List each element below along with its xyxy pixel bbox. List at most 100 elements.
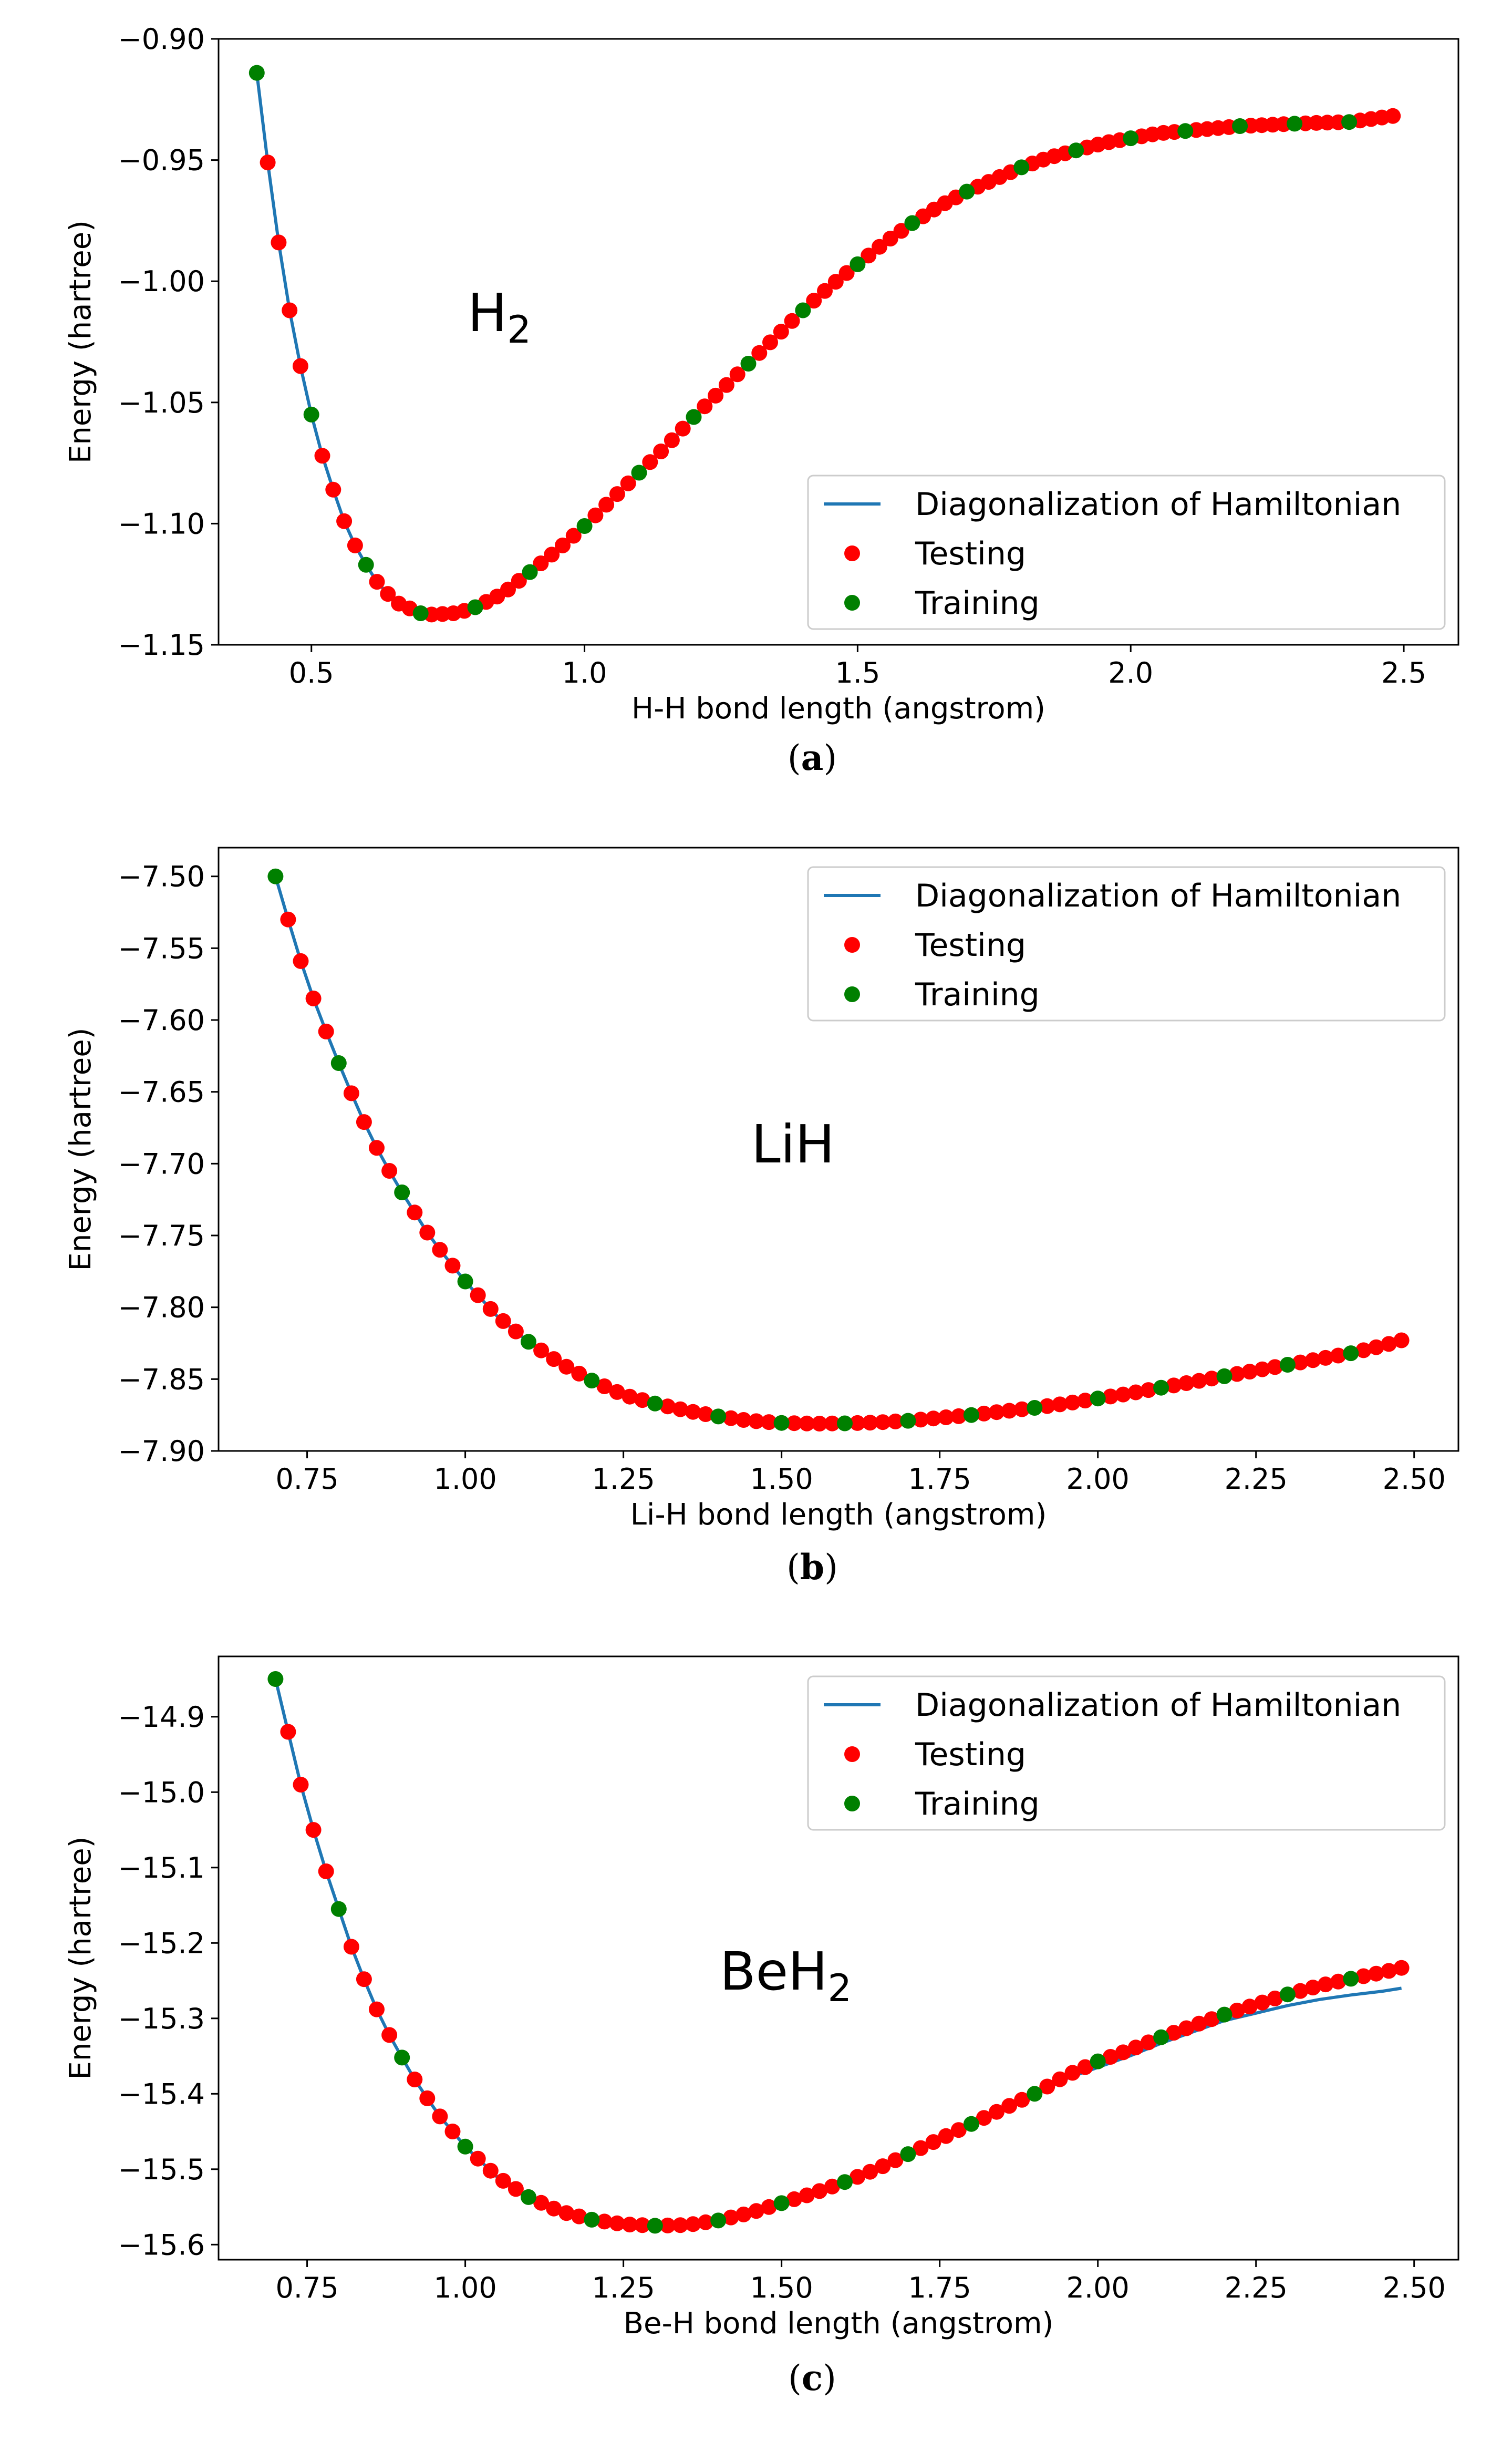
molecule-subscript: 2 bbox=[507, 307, 531, 352]
training-point bbox=[1068, 142, 1084, 159]
testing-point bbox=[913, 1412, 929, 1428]
training-point bbox=[584, 2211, 600, 2228]
testing-point bbox=[729, 366, 745, 383]
testing-point bbox=[347, 537, 363, 553]
testing-point bbox=[444, 1258, 461, 1274]
training-point bbox=[647, 1395, 663, 1412]
testing-point bbox=[1292, 1354, 1308, 1371]
legend-entry-label: Diagonalization of Hamiltonian bbox=[915, 486, 1401, 523]
training-point bbox=[773, 1415, 790, 1431]
x-tick-label: 1.75 bbox=[908, 2271, 971, 2304]
legend-box bbox=[807, 866, 1446, 1022]
x-tick-label: 0.75 bbox=[275, 1462, 338, 1496]
testing-point bbox=[838, 265, 855, 281]
testing-point bbox=[571, 2208, 587, 2224]
testing-point bbox=[1102, 2049, 1119, 2065]
y-tick-label: −7.80 bbox=[118, 1291, 205, 1324]
testing-point bbox=[1064, 1394, 1081, 1410]
testing-point bbox=[698, 1406, 714, 1422]
y-axis-label: Energy (hartree) bbox=[64, 1836, 98, 2079]
testing-point bbox=[1229, 2002, 1245, 2018]
testing-point bbox=[1318, 1350, 1334, 1366]
testing-point bbox=[1115, 2044, 1131, 2061]
y-tick-label: −15.3 bbox=[118, 2002, 205, 2035]
testing-point bbox=[872, 239, 887, 255]
testing-point bbox=[271, 234, 287, 251]
testing-point bbox=[1014, 1401, 1030, 1417]
x-axis-label: H-H bond length (angstrom) bbox=[631, 692, 1045, 726]
testing-point bbox=[1166, 2025, 1182, 2041]
y-tick-label: −1.00 bbox=[118, 265, 205, 298]
testing-point bbox=[293, 953, 309, 969]
testing-point bbox=[1191, 2015, 1207, 2032]
legend: Diagonalization of Hamiltonian Testing Tra… bbox=[807, 1675, 1446, 1831]
y-tick-label: −7.65 bbox=[118, 1076, 205, 1109]
testing-point bbox=[598, 497, 615, 513]
y-tick-label: −7.70 bbox=[118, 1147, 205, 1180]
x-axis-label: Li-H bond length (angstrom) bbox=[630, 1498, 1047, 1532]
training-point bbox=[394, 1185, 410, 1200]
testing-point bbox=[786, 1415, 802, 1431]
testing-point bbox=[893, 223, 909, 239]
testing-point bbox=[482, 2162, 499, 2179]
molecule-annotation: BeH2 bbox=[720, 1941, 852, 2010]
testing-point bbox=[736, 2206, 752, 2222]
testing-point bbox=[862, 2164, 878, 2180]
testing-point bbox=[596, 2213, 613, 2230]
x-tick-label: 2.00 bbox=[1066, 2271, 1130, 2304]
testing-point bbox=[861, 248, 877, 264]
testing-point bbox=[685, 2216, 701, 2232]
x-tick-label: 1.0 bbox=[562, 656, 607, 689]
training-point bbox=[267, 1671, 284, 1687]
testing-point bbox=[1178, 2020, 1195, 2036]
legend-testing-swatch bbox=[844, 545, 860, 561]
testing-point bbox=[1127, 1384, 1144, 1400]
testing-point bbox=[1052, 2071, 1068, 2087]
training-point bbox=[1216, 1368, 1233, 1384]
testing-point bbox=[938, 2128, 954, 2144]
testing-point bbox=[318, 1863, 334, 1879]
molecule-subscript: 2 bbox=[827, 1966, 852, 2010]
testing-point bbox=[799, 1415, 815, 1431]
legend-box bbox=[807, 1675, 1446, 1831]
testing-point bbox=[444, 2124, 461, 2139]
testing-point bbox=[1039, 1398, 1055, 1414]
testing-point bbox=[685, 1404, 701, 1420]
legend-entry-label: Diagonalization of Hamiltonian bbox=[915, 1687, 1401, 1724]
legend-entry-label: Testing bbox=[915, 535, 1026, 572]
x-tick-label: 2.25 bbox=[1225, 2271, 1288, 2304]
testing-point bbox=[325, 481, 341, 498]
molecule-annotation: H2 bbox=[468, 282, 531, 352]
testing-point bbox=[1039, 2078, 1055, 2095]
training-point bbox=[1153, 1379, 1169, 1396]
testing-point bbox=[697, 398, 713, 415]
training-point bbox=[1279, 1986, 1296, 2003]
testing-point bbox=[381, 2027, 398, 2043]
training-point bbox=[457, 1273, 473, 1290]
training-point bbox=[900, 1413, 916, 1429]
testing-point bbox=[748, 2203, 764, 2219]
x-tick-label: 0.5 bbox=[289, 656, 334, 689]
testing-point bbox=[1318, 1976, 1334, 1993]
training-point bbox=[1090, 1391, 1106, 1407]
caption-letter: a bbox=[801, 737, 824, 778]
testing-point bbox=[664, 432, 680, 448]
testing-point bbox=[675, 420, 691, 437]
testing-point bbox=[1393, 1332, 1410, 1348]
training-point bbox=[710, 2212, 727, 2229]
testing-point bbox=[1204, 1371, 1220, 1387]
y-tick-label: −15.2 bbox=[118, 1927, 205, 1960]
testing-point bbox=[1077, 1393, 1093, 1409]
testing-point bbox=[609, 2215, 625, 2231]
testing-point bbox=[1267, 1990, 1283, 2006]
training-point bbox=[576, 518, 593, 534]
testing-point bbox=[305, 991, 322, 1006]
training-point bbox=[959, 183, 975, 200]
testing-point bbox=[718, 377, 734, 393]
testing-point bbox=[672, 1401, 688, 1417]
x-tick-label: 2.00 bbox=[1066, 1462, 1130, 1496]
training-point bbox=[1287, 116, 1303, 132]
training-point bbox=[647, 2218, 663, 2234]
testing-point bbox=[925, 1410, 941, 1427]
y-tick-label: −7.75 bbox=[118, 1219, 205, 1252]
